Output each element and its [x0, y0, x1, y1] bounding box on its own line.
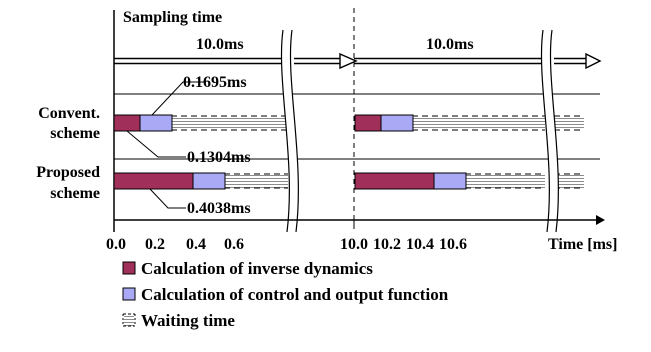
legend-label-inverse: Calculation of inverse dynamics: [141, 259, 373, 278]
waiting-time-bands: [171, 115, 584, 189]
tick-label-0: 0.0: [106, 236, 126, 253]
proposed-label-line2: scheme: [50, 185, 100, 202]
prop-inverse-leader: [149, 188, 186, 209]
prop-inverse-annotation: 0.4038ms: [187, 200, 251, 217]
conv-control-leader: [151, 81, 206, 116]
axis-title: Time [ms]: [548, 236, 617, 253]
legend-label-waiting: Waiting time: [141, 311, 235, 330]
proposed-waiting-2: [465, 173, 545, 189]
row-separators: [114, 93, 600, 160]
conventional-label-line1: Convent.: [38, 105, 100, 122]
annotations: 0.1695ms 0.1304ms 0.4038ms: [126, 74, 251, 217]
sampling-time-group: Sampling time 10.0ms 10.0ms: [113, 9, 602, 232]
conventional-waiting-2: [412, 115, 545, 131]
tick-label-5: 10.2: [373, 236, 401, 253]
conventional-control-bar-2: [380, 114, 414, 132]
legend-swatch-control: [122, 287, 136, 301]
tick-label-3: 0.6: [224, 236, 244, 253]
conventional-control-bar-1: [139, 114, 173, 132]
tick-label-7: 10.6: [439, 236, 467, 253]
proposed-inverse-bar-1: [113, 172, 194, 190]
axis-break-2: [540, 29, 559, 233]
proposed-inverse-bar-2: [354, 172, 435, 190]
proposed-waiting-1: [224, 173, 288, 189]
tick-label-1: 0.2: [145, 236, 165, 253]
proposed-control-bar-2: [433, 172, 467, 190]
conventional-label-line2: scheme: [50, 125, 100, 142]
tick-label-4: 10.0: [340, 236, 368, 253]
legend-swatch-waiting: [122, 313, 136, 327]
conventional-inverse-bar-2: [354, 114, 382, 132]
period-label-1: 10.0ms: [196, 36, 244, 53]
conventional-waiting-3: [554, 115, 584, 131]
period-label-2: 10.0ms: [426, 36, 474, 53]
sampling-time-title: Sampling time: [123, 9, 222, 26]
sampling-period-arrow-1: [114, 52, 358, 70]
legend-swatch-inverse: [122, 261, 136, 275]
proposed-waiting-3: [554, 173, 584, 189]
computation-bars: [113, 114, 467, 190]
conventional-waiting-1: [171, 115, 288, 131]
legend: Calculation of inverse dynamics Calculat…: [122, 259, 449, 330]
legend-label-control: Calculation of control and output functi…: [141, 285, 449, 304]
conv-inverse-leader: [126, 130, 186, 158]
conv-control-annotation: 0.1695ms: [183, 74, 247, 91]
time-axis: 0.0 0.2 0.4 0.6 10.0 10.2 10.4 10.6 Time…: [106, 215, 617, 253]
proposed-label-line1: Proposed: [36, 164, 100, 181]
conv-inverse-annotation: 0.1304ms: [187, 149, 251, 166]
proposed-control-bar-1: [192, 172, 226, 190]
sampling-period-arrow-2: [354, 52, 602, 70]
tick-label-2: 0.4: [186, 236, 206, 253]
tick-label-6: 10.4: [406, 236, 434, 253]
axis-break-1: [280, 29, 299, 233]
conventional-inverse-bar-1: [113, 114, 141, 132]
